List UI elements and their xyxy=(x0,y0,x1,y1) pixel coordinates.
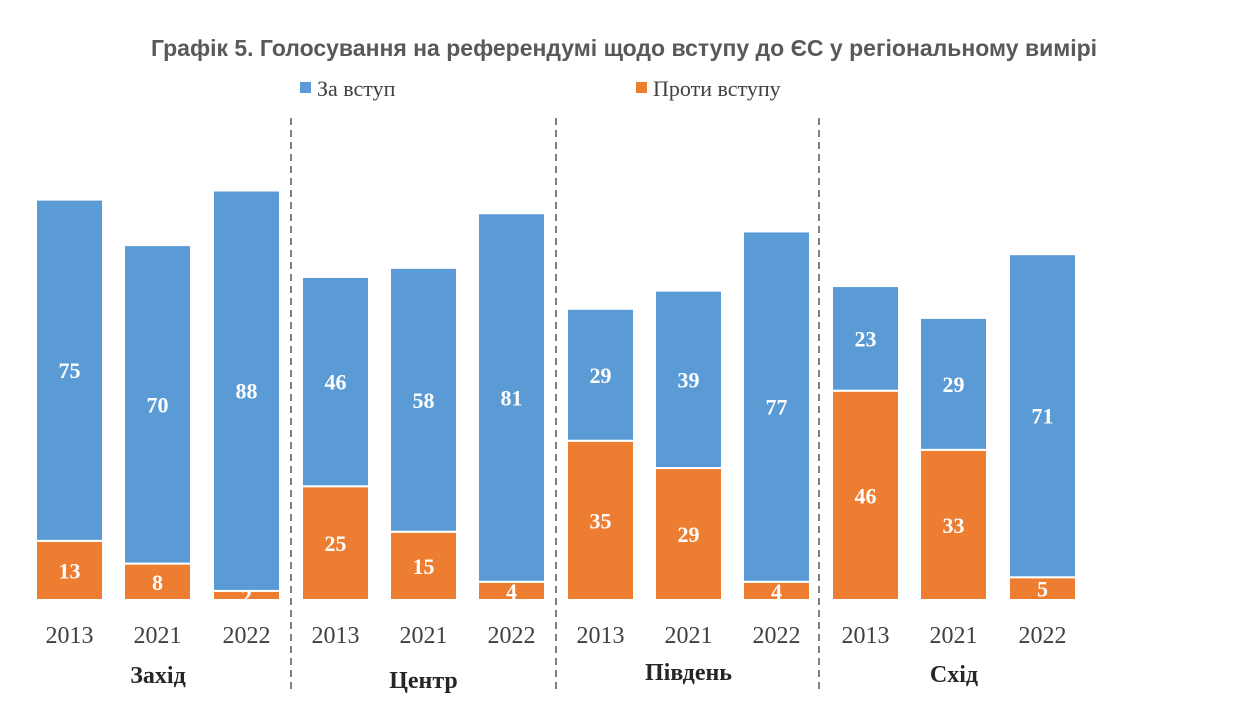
data-label: 5 xyxy=(1037,577,1048,602)
axis-labels: 2013 2021 2022 Захід 2013 2021 2022 Центр 2013 20… xyxy=(46,623,1067,694)
data-label: 35 xyxy=(590,508,612,533)
bar-segment xyxy=(212,189,281,592)
legend-swatch xyxy=(636,82,647,93)
bar-segment xyxy=(831,389,900,602)
x-tick-label: 2021 xyxy=(665,623,713,649)
bars: 13 75 8 70 2 88 25 46 15 58 4 81 35 29 29 39 4 77 46 23 33 29… xyxy=(35,189,1077,608)
bar-segment xyxy=(123,562,192,601)
legend: За вступ Проти вступу xyxy=(300,76,781,101)
bar-segment xyxy=(654,467,723,601)
bar-segment xyxy=(389,530,458,601)
legend-label: За вступ xyxy=(317,76,396,101)
bar-segment xyxy=(919,316,988,451)
bar-segment xyxy=(301,485,370,601)
data-label: 71 xyxy=(1032,404,1054,429)
data-label: 70 xyxy=(147,392,169,417)
bar-segment xyxy=(389,266,458,533)
legend-label: Проти вступу xyxy=(653,76,781,101)
data-label: 23 xyxy=(855,326,877,351)
data-label: 8 xyxy=(152,570,163,595)
group-label: Центр xyxy=(389,668,458,694)
data-label: 88 xyxy=(236,379,258,404)
group-label: Схід xyxy=(930,662,978,688)
data-label: 39 xyxy=(678,367,700,392)
data-label: 58 xyxy=(413,388,435,413)
data-label: 29 xyxy=(590,363,612,388)
bar-segment xyxy=(1008,253,1077,579)
bar-segment xyxy=(301,275,370,488)
data-label: 75 xyxy=(59,358,81,383)
bar-segment xyxy=(742,230,811,583)
data-label: 13 xyxy=(59,558,81,583)
data-label: 2 xyxy=(241,583,252,608)
data-label: 25 xyxy=(325,531,347,556)
data-label: 4 xyxy=(771,579,782,604)
data-label: 4 xyxy=(506,579,517,604)
data-label: 46 xyxy=(855,483,877,508)
group-label: Захід xyxy=(130,663,185,689)
group-label: Південь xyxy=(645,660,732,686)
x-tick-label: 2013 xyxy=(46,623,94,649)
legend-swatch xyxy=(300,82,311,93)
x-tick-label: 2022 xyxy=(1019,623,1067,649)
x-tick-label: 2013 xyxy=(577,623,625,649)
data-label: 77 xyxy=(766,395,788,420)
data-label: 81 xyxy=(501,386,523,411)
data-label: 33 xyxy=(943,513,965,538)
x-tick-label: 2022 xyxy=(488,623,536,649)
x-tick-label: 2022 xyxy=(753,623,801,649)
bar-segment xyxy=(477,212,546,583)
data-label: 29 xyxy=(943,372,965,397)
x-tick-label: 2021 xyxy=(930,623,978,649)
data-label: 15 xyxy=(413,554,435,579)
x-tick-label: 2013 xyxy=(312,623,360,649)
bar-segment xyxy=(831,285,900,392)
data-label: 29 xyxy=(678,522,700,547)
x-tick-label: 2021 xyxy=(400,623,448,649)
group-dividers xyxy=(290,118,820,690)
bar-segment xyxy=(35,198,104,542)
bar-segment xyxy=(566,307,635,442)
bar-segment xyxy=(566,439,635,601)
chart-title: Графік 5. Голосування на референдумі щод… xyxy=(151,35,1097,61)
bar-segment xyxy=(35,539,104,601)
x-tick-label: 2021 xyxy=(134,623,182,649)
bar-segment xyxy=(123,244,192,565)
bar-segment xyxy=(654,289,723,470)
data-label: 46 xyxy=(325,370,347,395)
bar-segment xyxy=(919,448,988,601)
x-tick-label: 2013 xyxy=(842,623,890,649)
x-tick-label: 2022 xyxy=(223,623,271,649)
